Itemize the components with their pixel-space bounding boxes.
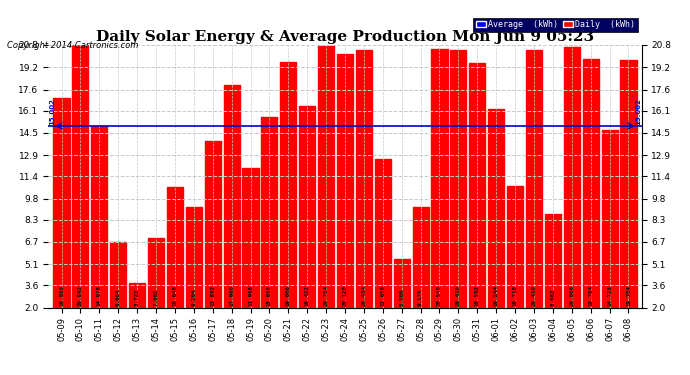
Bar [602,130,618,308]
Bar [488,109,504,308]
Text: 11.968: 11.968 [248,285,253,306]
Bar [564,47,580,308]
Text: 19.502: 19.502 [475,285,480,306]
Bar [469,63,485,308]
Bar [375,159,391,308]
Text: 16.244: 16.244 [493,285,499,306]
Text: 16.988: 16.988 [59,285,64,306]
Text: 19.704: 19.704 [626,285,631,306]
Text: 14.976: 14.976 [97,285,102,306]
Text: 10.718: 10.718 [513,285,518,306]
Text: 20.410: 20.410 [531,285,537,306]
Text: 20.434: 20.434 [362,285,366,306]
Text: 9.176: 9.176 [418,289,423,306]
Bar [91,126,108,308]
Text: 15.668: 15.668 [267,285,272,306]
Bar [451,51,466,308]
Bar [167,187,183,308]
Bar [620,60,636,308]
Text: 17.960: 17.960 [229,285,234,306]
Bar [431,49,448,308]
Bar [54,98,70,308]
Text: 12.656: 12.656 [380,285,385,306]
Text: 20.666: 20.666 [569,285,574,306]
Bar [337,54,353,307]
Bar [582,59,599,308]
Bar [526,51,542,308]
Text: 3.722: 3.722 [135,289,139,306]
Text: 14.728: 14.728 [607,285,612,306]
Bar [224,85,239,308]
Text: 10.648: 10.648 [172,285,177,306]
Title: Daily Solar Energy & Average Production Mon Jun 9 05:23: Daily Solar Energy & Average Production … [96,30,594,44]
Bar [262,117,277,308]
Text: 7.002: 7.002 [153,289,159,306]
Text: 9.204: 9.204 [191,289,197,306]
Text: 20.120: 20.120 [342,285,348,306]
Text: 20.540: 20.540 [437,285,442,306]
Text: 19.784: 19.784 [588,285,593,306]
Text: 15.002: 15.002 [635,98,641,124]
Bar [545,214,561,308]
Text: 6.684: 6.684 [116,289,121,306]
Text: 20.892: 20.892 [78,285,83,306]
Bar [110,242,126,308]
Bar [205,141,221,308]
Text: 15.002: 15.002 [49,98,55,124]
Legend: Average  (kWh), Daily  (kWh): Average (kWh), Daily (kWh) [473,18,638,32]
Bar [318,46,334,308]
Text: 20.754: 20.754 [324,285,328,306]
Text: 16.422: 16.422 [305,285,310,306]
Bar [413,207,428,308]
Text: 5.506: 5.506 [400,289,404,306]
Bar [129,284,145,308]
Text: 13.892: 13.892 [210,285,215,306]
Bar [356,50,372,308]
Bar [299,106,315,307]
Bar [507,186,523,308]
Bar [148,238,164,308]
Bar [280,62,296,308]
Text: 19.608: 19.608 [286,285,290,306]
Text: 20.410: 20.410 [456,285,461,306]
Bar [394,258,410,308]
Bar [186,207,202,308]
Text: Copyright 2014 Cartronics.com: Copyright 2014 Cartronics.com [7,41,138,50]
Bar [72,44,88,308]
Bar [242,168,259,308]
Text: 8.682: 8.682 [551,289,555,306]
